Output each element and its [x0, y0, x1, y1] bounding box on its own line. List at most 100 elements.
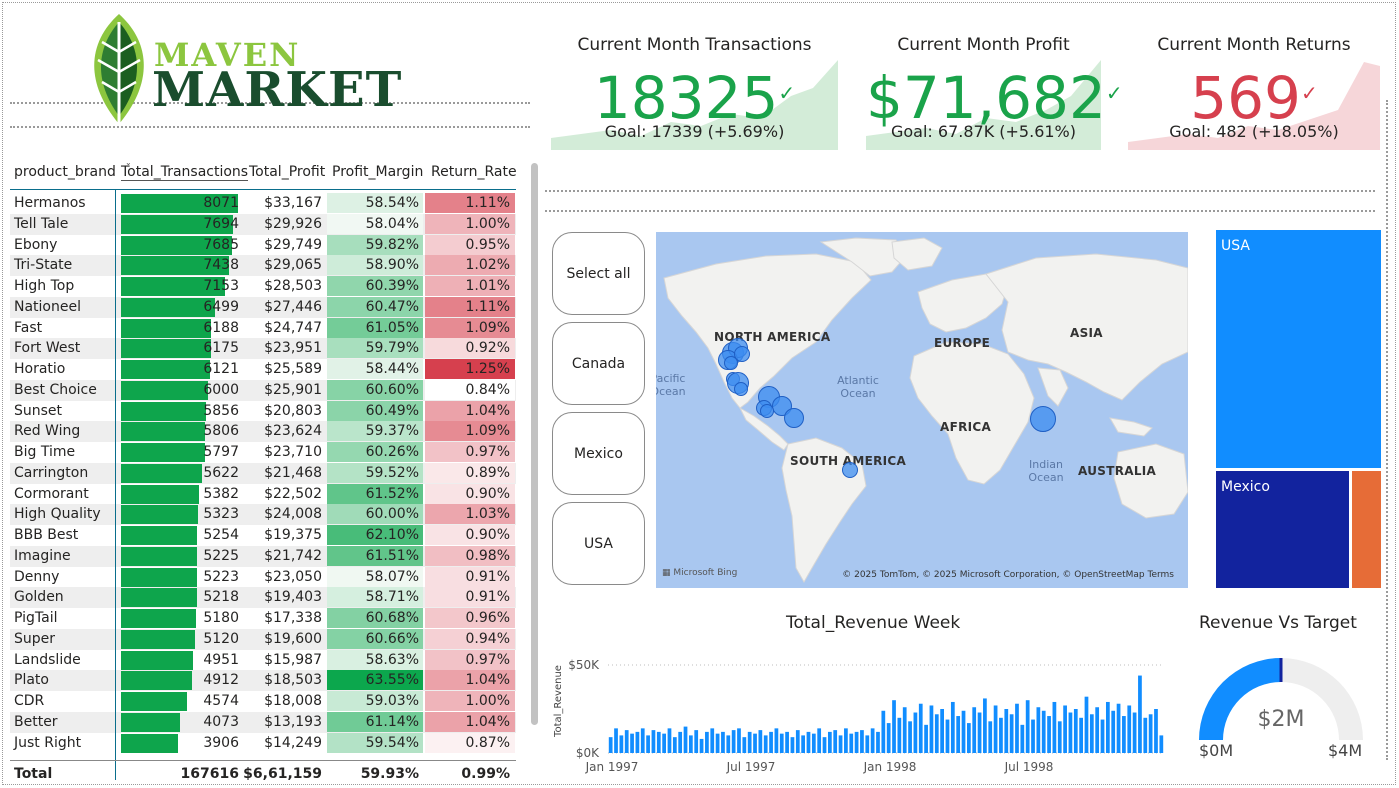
transactions-databar: [121, 277, 225, 296]
kpi-card-returns[interactable]: Current Month Returns 569✓ Goal: 482 (+1…: [1128, 26, 1380, 150]
sort-descending-icon[interactable]: ⌄: [125, 158, 132, 167]
map-bubble[interactable]: [760, 404, 774, 418]
table-row[interactable]: High Top 7153 $28,503 60.39% 1.01%: [10, 276, 516, 297]
revenue-bar: [710, 728, 715, 753]
profit-cell: $23,050: [264, 568, 322, 585]
header-profit-margin[interactable]: Profit_Margin: [332, 164, 424, 180]
transactions-cell: 7694: [203, 215, 239, 232]
table-row[interactable]: Red Wing 5806 $23,624 59.37% 1.09%: [10, 421, 516, 443]
table-row[interactable]: Better 4073 $13,193 61.14% 1.04%: [10, 711, 516, 733]
revenue-bar: [1084, 696, 1089, 753]
table-row[interactable]: Hermanos 8071 $33,167 58.54% 1.11%: [10, 193, 516, 214]
kpi-value: 18325✓: [593, 64, 796, 132]
treemap-tile-canada[interactable]: [1352, 471, 1381, 588]
table-row[interactable]: Super 5120 $19,600 60.66% 0.94%: [10, 628, 516, 650]
transactions-cell: 4073: [203, 713, 239, 730]
revenue-week-chart[interactable]: Total_Revenue $50K $0K Jan 1997 Jul 1997 J…: [548, 645, 1168, 781]
map-bubble[interactable]: [734, 382, 748, 396]
treemap-tile-mexico[interactable]: Mexico: [1216, 471, 1349, 588]
table-row[interactable]: Fast 6188 $24,747 61.05% 1.09%: [10, 317, 516, 339]
return-rate-cell: 0.98%: [425, 545, 515, 566]
slicer-usa[interactable]: USA: [552, 502, 645, 585]
revenue-bar: [624, 730, 629, 753]
table-row[interactable]: Ebony 7685 $29,749 59.82% 0.95%: [10, 234, 516, 256]
map-bubble[interactable]: [842, 462, 858, 478]
map-bubble[interactable]: [784, 408, 804, 428]
return-rate-cell: 1.03%: [425, 504, 515, 525]
revenue-bar: [1009, 714, 1014, 753]
transactions-databar: [121, 484, 199, 504]
transactions-databar: [121, 401, 206, 421]
table-row[interactable]: Big Time 5797 $23,710 60.26% 0.97%: [10, 442, 516, 463]
revenue-bar: [961, 710, 966, 753]
table-row[interactable]: BBB Best 5254 $19,375 62.10% 0.90%: [10, 525, 516, 546]
map-bubble[interactable]: [1030, 406, 1056, 432]
brand-cell: BBB Best: [14, 527, 79, 543]
header-return-rate[interactable]: Return_Rate: [431, 164, 517, 180]
transactions-databar: [121, 194, 238, 213]
profit-cell: $15,987: [264, 651, 322, 668]
table-row[interactable]: High Quality 5323 $24,008 60.00% 1.03%: [10, 504, 516, 526]
profit-cell: $27,446: [264, 298, 322, 315]
table-row[interactable]: PigTail 5180 $17,338 60.68% 0.96%: [10, 608, 516, 629]
revenue-bar: [635, 731, 640, 753]
revenue-target-gauge[interactable]: $2M $0M $4M: [1191, 640, 1371, 765]
brand-table: product_brand Total_Transactions Total_P…: [10, 158, 517, 784]
table-row[interactable]: Golden 5218 $19,403 58.71% 0.91%: [10, 587, 516, 609]
revenue-bar: [1057, 721, 1062, 753]
slicer-select-all[interactable]: Select all: [552, 232, 645, 315]
table-row[interactable]: Tri-State 7438 $29,065 58.90% 1.02%: [10, 255, 516, 277]
map-label-asia: ASIA: [1070, 326, 1103, 340]
table-row[interactable]: Denny 5223 $23,050 58.07% 0.91%: [10, 566, 516, 588]
map-bubble[interactable]: [734, 346, 750, 362]
revenue-bar: [913, 712, 918, 753]
table-row[interactable]: Sunset 5856 $20,803 60.49% 1.04%: [10, 400, 516, 422]
table-row[interactable]: Nationeel 6499 $27,446 60.47% 1.11%: [10, 296, 516, 318]
header-total-transactions[interactable]: Total_Transactions: [121, 164, 249, 181]
revenue-bar: [934, 714, 939, 753]
kpi-value: 569✓: [1190, 64, 1318, 132]
header-total-profit[interactable]: Total_Profit: [249, 164, 326, 180]
transactions-cell: 3906: [203, 734, 239, 751]
table-row[interactable]: Carrington 5622 $21,468 59.52% 0.89%: [10, 462, 516, 484]
return-rate-cell: 0.92%: [425, 338, 515, 359]
table-row[interactable]: Plato 4912 $18,503 63.55% 1.04%: [10, 670, 516, 692]
table-body: Hermanos 8071 $33,167 58.54% 1.11% Tell Tale 7…: [10, 193, 516, 760]
map-bubble[interactable]: [724, 356, 738, 370]
table-row[interactable]: Best Choice 6000 $25,901 60.60% 0.84%: [10, 379, 516, 401]
transactions-cell: 5254: [203, 527, 239, 543]
total-margin: 59.93%: [360, 766, 419, 782]
revenue-bar: [731, 730, 736, 753]
table-row[interactable]: Just Right 3906 $14,249 59.54% 0.87%: [10, 732, 516, 754]
return-rate-cell: 1.04%: [425, 670, 515, 691]
profit-cell: $22,502: [264, 485, 322, 502]
revenue-bar: [742, 737, 747, 753]
kpi-card-profit[interactable]: Current Month Profit $71,682✓ Goal: 67.8…: [866, 26, 1123, 150]
checkmark-icon: ✓: [1300, 81, 1318, 105]
kpi-card-transactions[interactable]: Current Month Transactions 18325✓ Goal: …: [551, 26, 838, 150]
table-row[interactable]: Horatio 6121 $25,589 58.44% 1.25%: [10, 359, 516, 380]
table-row[interactable]: Imagine 5225 $21,742 61.51% 0.98%: [10, 545, 516, 567]
table-scrollbar[interactable]: [531, 163, 538, 725]
slicer-canada[interactable]: Canada: [552, 322, 645, 405]
transactions-databar: [121, 235, 232, 255]
profit-cell: $13,193: [264, 713, 322, 730]
table-row[interactable]: Cormorant 5382 $22,502 61.52% 0.90%: [10, 483, 516, 505]
slicer-mexico[interactable]: Mexico: [552, 412, 645, 495]
map-credit[interactable]: © 2025 TomTom, © 2025 Microsoft Corporat…: [842, 570, 1174, 580]
transactions-databar: [121, 712, 180, 732]
profit-cell: $19,375: [264, 527, 322, 543]
return-rate-cell: 0.95%: [425, 234, 515, 255]
treemap-tile-usa[interactable]: USA: [1216, 230, 1381, 468]
table-row[interactable]: CDR 4574 $18,008 59.03% 1.00%: [10, 691, 516, 712]
table-row[interactable]: Landslide 4951 $15,987 58.63% 0.97%: [10, 649, 516, 671]
table-row[interactable]: Tell Tale 7694 $29,926 58.04% 1.00%: [10, 213, 516, 235]
store-map[interactable]: NORTH AMERICA EUROPE ASIA AFRICA SOUTH A…: [656, 232, 1188, 588]
revenue-bar: [897, 717, 902, 753]
header-product-brand[interactable]: product_brand: [14, 164, 116, 180]
revenue-bar: [678, 731, 683, 753]
table-row[interactable]: Fort West 6175 $23,951 59.79% 0.92%: [10, 338, 516, 360]
x-tick-label: Jan 1997: [585, 760, 639, 774]
profit-cell: $24,747: [264, 319, 322, 336]
map-label-indian: Indian Ocean: [1028, 458, 1064, 484]
